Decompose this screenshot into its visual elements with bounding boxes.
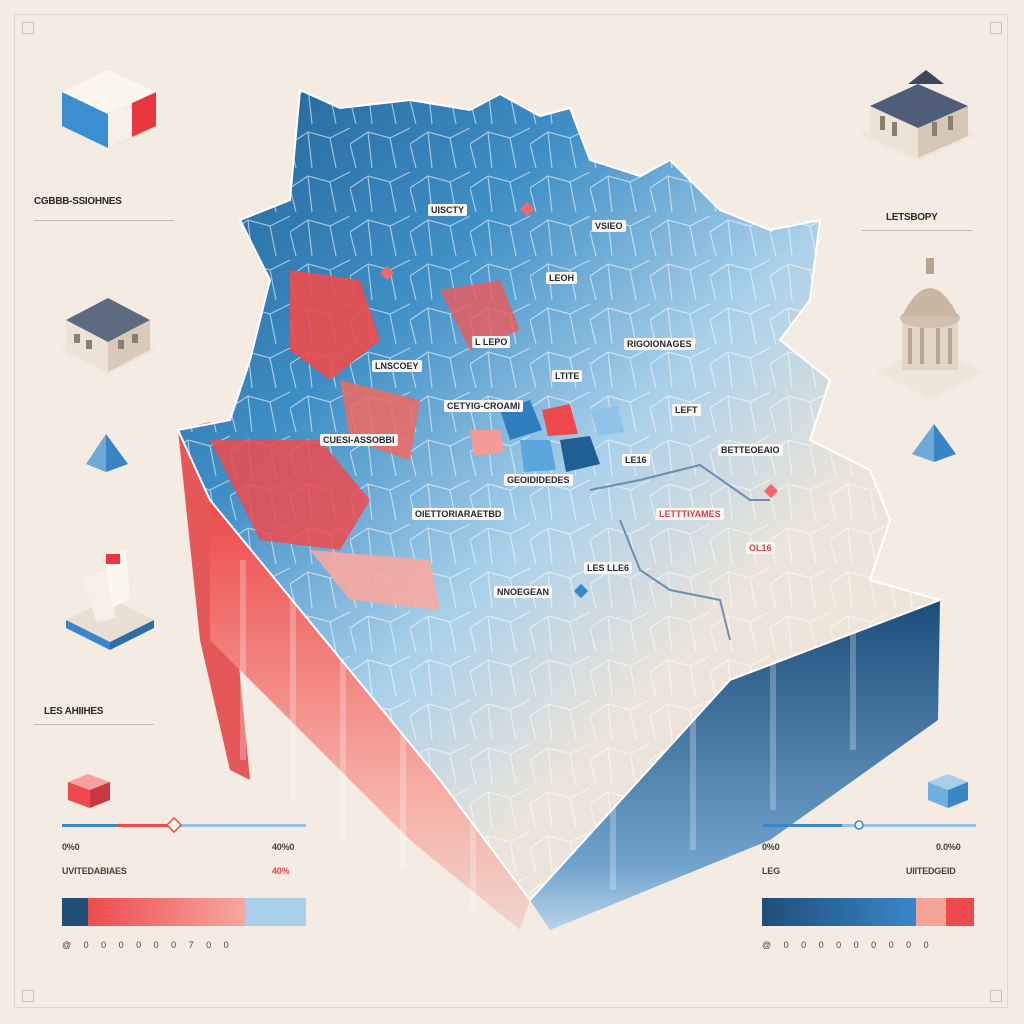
region-label[interactable]: NNOEGEAN bbox=[494, 586, 553, 598]
slider-handle-icon[interactable] bbox=[852, 818, 866, 832]
right-scale-ticks: @ 0 0 0 0 0 0 0 0 0 bbox=[762, 940, 934, 950]
slider-handle-icon[interactable] bbox=[166, 817, 182, 833]
blue-cube-icon bbox=[928, 774, 968, 808]
region-label[interactable]: LE16 bbox=[622, 454, 650, 466]
left-range-max: 40%0 bbox=[272, 842, 295, 852]
region-red[interactable] bbox=[210, 440, 370, 550]
left-title-label: CGBBB-SSIOHNES bbox=[34, 196, 122, 207]
divider bbox=[34, 220, 174, 221]
region-label[interactable]: LNSCOEY bbox=[372, 360, 422, 372]
region-label[interactable]: LEFT bbox=[672, 404, 701, 416]
river bbox=[589, 463, 770, 501]
left-range-min: 0%0 bbox=[62, 842, 80, 852]
region-red[interactable] bbox=[440, 280, 520, 350]
region-label[interactable]: OIETTORIARAETBD bbox=[412, 508, 505, 520]
region-label[interactable]: LETTTIYAMES bbox=[656, 508, 724, 520]
ballot-cube-icon bbox=[62, 70, 156, 148]
government-building-icon bbox=[860, 70, 978, 162]
region-label[interactable]: GEOIDIDEDES bbox=[504, 474, 573, 486]
page-frame bbox=[14, 14, 1008, 1008]
region-label[interactable]: LTITE bbox=[552, 370, 583, 382]
red-cube-icon bbox=[68, 774, 110, 808]
pyramid-icon-right bbox=[912, 424, 956, 462]
right-legend-caption-right: UIITEDGEID bbox=[906, 866, 956, 876]
corner-mark bbox=[990, 22, 1002, 34]
choropleth-map[interactable] bbox=[170, 80, 950, 940]
right-legend-caption-left: LEG bbox=[762, 866, 780, 876]
townhall-icon bbox=[60, 298, 156, 374]
right-range-min: 0%0 bbox=[762, 842, 780, 852]
left-legend-caption: UVITEDABIAES bbox=[62, 866, 127, 876]
right-title-label: LETSBOPY bbox=[886, 212, 938, 223]
corner-mark bbox=[22, 990, 34, 1002]
region-label[interactable]: VSIEO bbox=[592, 220, 626, 232]
region-label[interactable]: BETTEOEAIO bbox=[718, 444, 783, 456]
region-label[interactable]: L LEPO bbox=[472, 336, 511, 348]
corner-mark bbox=[990, 990, 1002, 1002]
right-range-max: 0.0%0 bbox=[936, 842, 961, 852]
region-red[interactable] bbox=[290, 270, 380, 380]
region-label[interactable]: CETYIG-CROAMI bbox=[444, 400, 523, 412]
region-label[interactable]: RIGOIONAGES bbox=[624, 338, 695, 350]
region-label[interactable]: LEOH bbox=[546, 272, 578, 284]
left-bottom-label: LES AHIIHES bbox=[44, 706, 104, 717]
region-label[interactable]: OL16 bbox=[746, 542, 775, 554]
region-label[interactable]: CUESI-ASSOBBI bbox=[320, 434, 398, 446]
region-borders bbox=[178, 90, 940, 900]
region-salmon[interactable] bbox=[310, 550, 440, 610]
right-color-scale bbox=[762, 898, 974, 926]
map-pins[interactable] bbox=[379, 201, 779, 599]
side-southeast bbox=[530, 600, 940, 930]
left-color-scale bbox=[62, 898, 306, 926]
left-legend-value: 40% bbox=[272, 866, 290, 876]
region-label[interactable]: LES LLE6 bbox=[584, 562, 633, 574]
divider bbox=[34, 724, 154, 725]
paris-cluster[interactable] bbox=[470, 400, 624, 472]
corner-mark bbox=[22, 22, 34, 34]
side-southwest bbox=[210, 500, 530, 930]
pantheon-dome-icon bbox=[876, 258, 984, 400]
pyramid-icon bbox=[86, 434, 128, 472]
ballot-box-icon bbox=[66, 550, 154, 650]
river bbox=[619, 519, 731, 641]
divider bbox=[862, 230, 972, 231]
left-scale-ticks: @ 0 0 0 0 0 0 7 0 0 bbox=[62, 940, 234, 950]
region-label[interactable]: UISCTY bbox=[428, 204, 468, 216]
